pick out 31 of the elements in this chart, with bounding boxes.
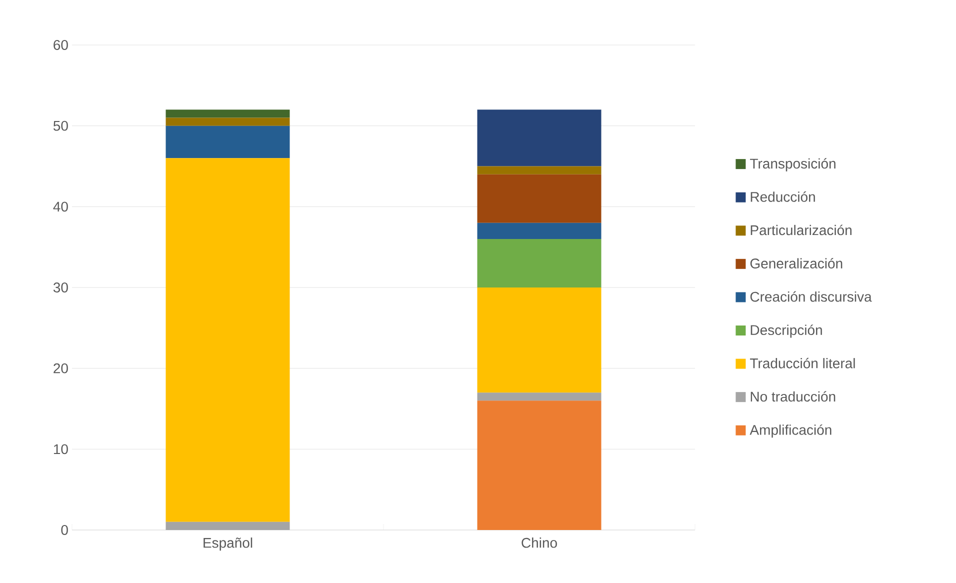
legend-label: Generalización [750,258,842,268]
bar [477,166,602,174]
legend-label: Amplificación [750,424,832,438]
legend-label: Reducción [750,191,815,202]
y-tick-label: 10 [54,444,68,454]
bar [477,400,602,530]
legend-label: Particularización [750,224,852,236]
legend-label: No traducción [750,391,836,402]
bar [166,110,290,118]
bar [477,239,602,288]
bar [477,174,602,223]
bar [166,118,290,126]
y-tick-label: 40 [53,202,68,212]
legend-label: Creación discursiva [750,291,872,302]
y-tick-label: 0 [61,525,68,535]
y-tick-label: 60 [54,40,68,50]
bar [477,392,602,401]
bar [477,110,602,166]
x-tick-label: Chino [522,538,557,548]
y-tick-label: 30 [53,282,68,292]
legend-label: Descripción [750,324,822,338]
legend-label: Traducción literal [750,358,855,368]
bar [166,522,290,530]
y-tick-label: 50 [53,120,68,131]
bar [477,222,602,239]
bar [166,126,290,158]
legend-label: Transposición [750,158,836,172]
x-tick-label: Español [204,538,252,551]
bar [477,288,602,393]
bar [166,158,290,522]
y-tick-label: 20 [54,363,68,374]
